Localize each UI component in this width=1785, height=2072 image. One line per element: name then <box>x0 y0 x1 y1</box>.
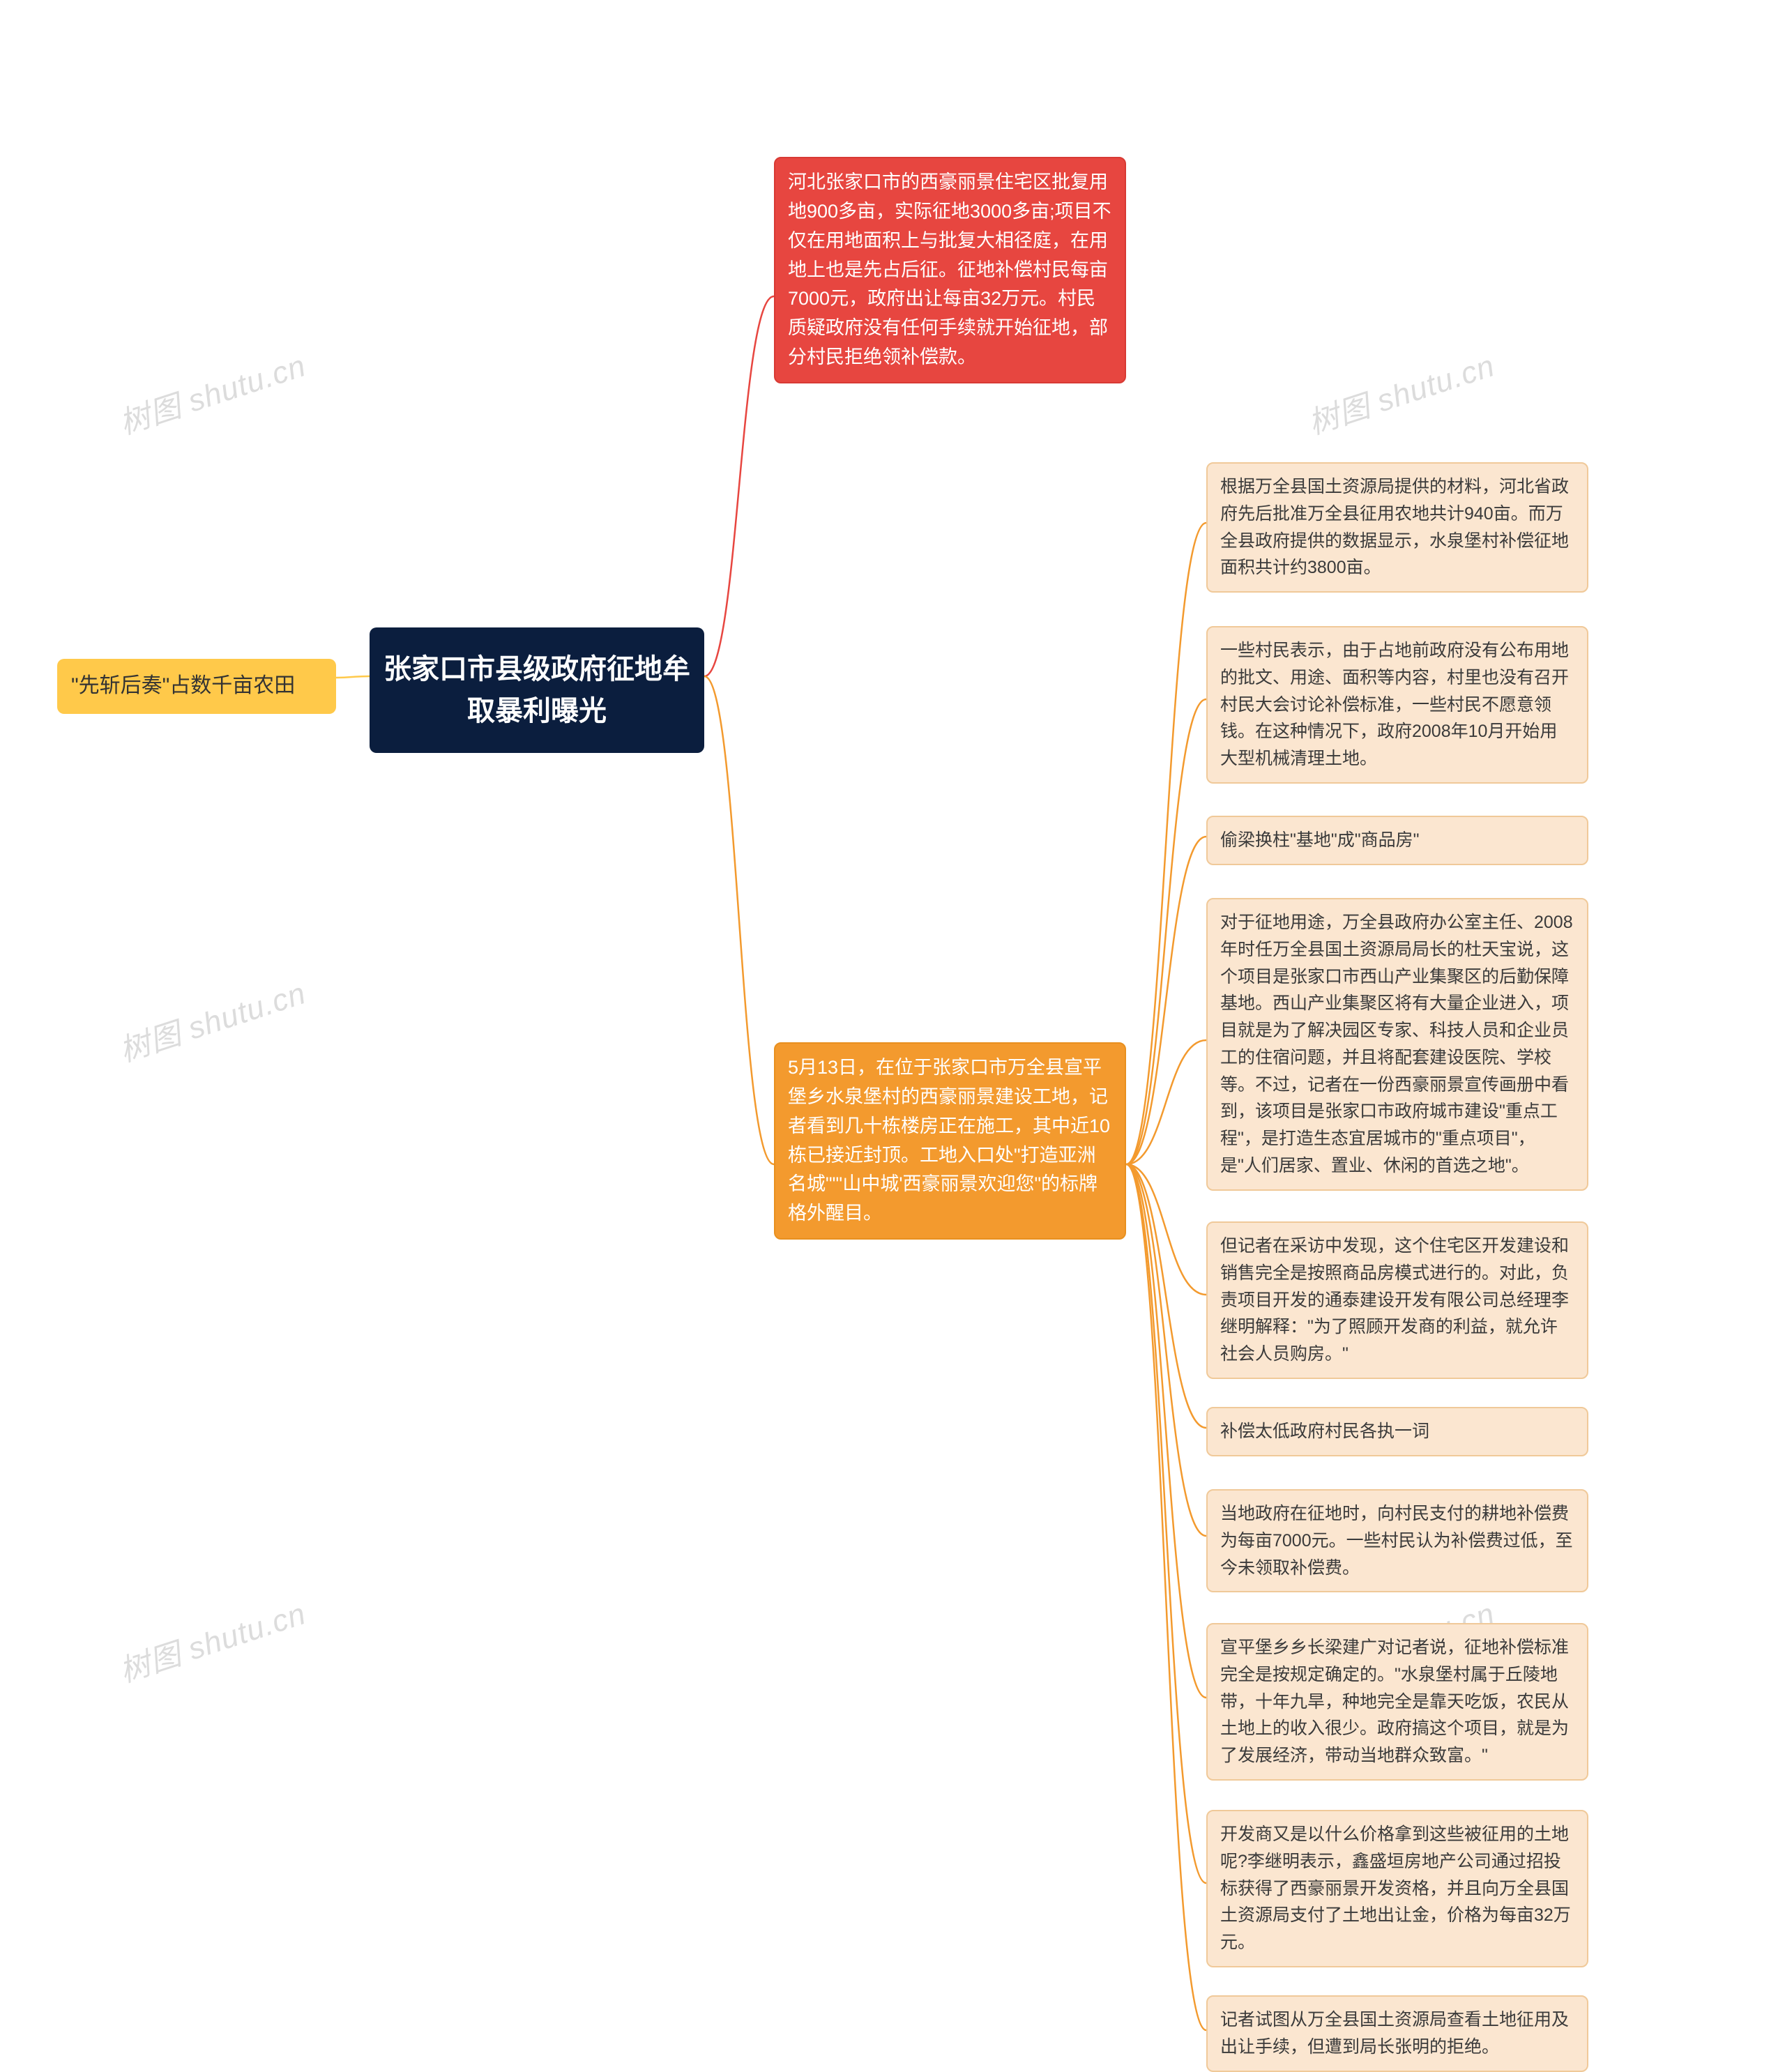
watermark: 树图 shutu.cn <box>113 341 311 443</box>
connector-line <box>1126 1164 1206 2030</box>
leaf-node[interactable]: 但记者在采访中发现，这个住宅区开发建设和销售完全是按照商品房模式进行的。对此，负… <box>1206 1221 1588 1379</box>
leaf-node[interactable]: 当地政府在征地时，向村民支付的耕地补偿费为每亩7000元。一些村民认为补偿费过低… <box>1206 1489 1588 1592</box>
connector-line <box>704 296 774 676</box>
connector-line <box>704 676 774 1164</box>
connector-line <box>1126 1164 1206 1428</box>
leaf-node[interactable]: 宣平堡乡乡长梁建广对记者说，征地补偿标准完全是按规定确定的。"水泉堡村属于丘陵地… <box>1206 1623 1588 1781</box>
connector-line <box>1126 1040 1206 1164</box>
connector-line <box>1126 1164 1206 1295</box>
red-branch-node[interactable]: 河北张家口市的西豪丽景住宅区批复用地900多亩，实际征地3000多亩;项目不仅在… <box>774 157 1126 383</box>
leaf-node[interactable]: 记者试图从万全县国土资源局查看土地征用及出让手续，但遭到局长张明的拒绝。 <box>1206 1995 1588 2072</box>
connector-line <box>1126 699 1206 1164</box>
connector-line <box>1126 1164 1206 1698</box>
root-node[interactable]: 张家口市县级政府征地牟取暴利曝光 <box>370 627 704 753</box>
leaf-node[interactable]: 偷梁换柱"基地"成"商品房" <box>1206 816 1588 865</box>
connector-line <box>1126 523 1206 1164</box>
watermark: 树图 shutu.cn <box>113 1589 311 1691</box>
orange-branch-node[interactable]: 5月13日，在位于张家口市万全县宣平堡乡水泉堡村的西豪丽景建设工地，记者看到几十… <box>774 1042 1126 1240</box>
connector-line <box>1126 1164 1206 1536</box>
left-child-node[interactable]: "先斩后奏"占数千亩农田 <box>57 659 336 714</box>
leaf-node[interactable]: 对于征地用途，万全县政府办公室主任、2008年时任万全县国土资源局局长的杜天宝说… <box>1206 898 1588 1191</box>
connector-line <box>1126 837 1206 1164</box>
watermark: 树图 shutu.cn <box>113 968 311 1071</box>
leaf-node[interactable]: 根据万全县国土资源局提供的材料，河北省政府先后批准万全县征用农地共计940亩。而… <box>1206 462 1588 593</box>
leaf-node[interactable]: 开发商又是以什么价格拿到这些被征用的土地呢?李继明表示，鑫盛垣房地产公司通过招投… <box>1206 1810 1588 1967</box>
leaf-node[interactable]: 补偿太低政府村民各执一词 <box>1206 1407 1588 1456</box>
watermark: 树图 shutu.cn <box>1302 341 1500 443</box>
connector-line <box>336 676 370 678</box>
connector-line <box>1126 1164 1206 1883</box>
leaf-node[interactable]: 一些村民表示，由于占地前政府没有公布用地的批文、用途、面积等内容，村里也没有召开… <box>1206 626 1588 784</box>
